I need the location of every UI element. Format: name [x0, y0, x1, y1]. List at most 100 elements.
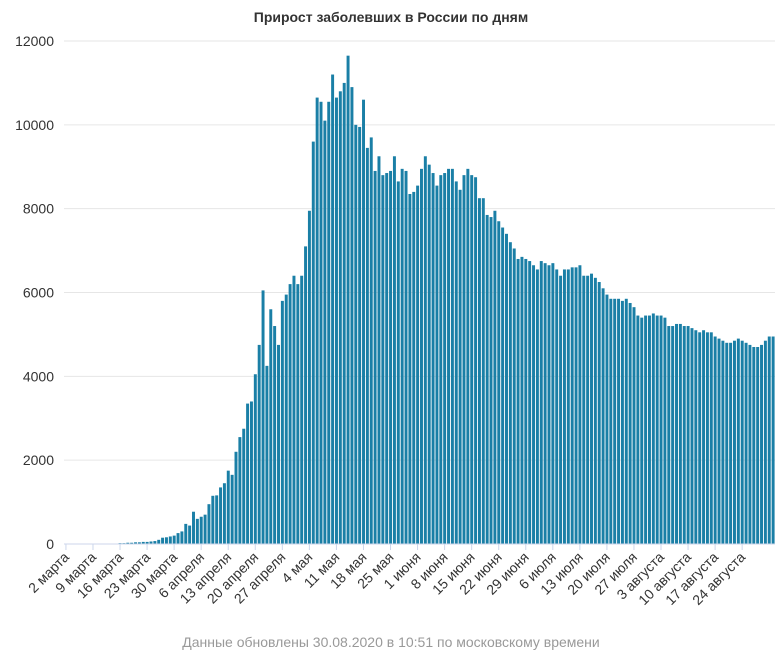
bar[interactable] [682, 326, 686, 544]
bar[interactable] [234, 451, 238, 544]
bar[interactable] [663, 317, 667, 544]
bar[interactable] [763, 340, 767, 544]
bar[interactable] [532, 265, 536, 544]
bar[interactable] [481, 198, 485, 544]
bar[interactable] [219, 487, 223, 544]
bar[interactable] [601, 288, 605, 544]
bar[interactable] [694, 330, 698, 544]
bar[interactable] [698, 332, 702, 544]
bar[interactable] [226, 470, 230, 544]
bar[interactable] [590, 273, 593, 544]
bar[interactable] [493, 210, 497, 544]
bar[interactable] [412, 191, 416, 544]
bar[interactable] [222, 483, 226, 544]
bar[interactable] [450, 168, 454, 544]
bar[interactable] [647, 315, 651, 544]
bar[interactable] [358, 126, 362, 545]
bar[interactable] [137, 542, 141, 544]
bar[interactable] [489, 217, 493, 545]
bar[interactable] [184, 523, 188, 544]
bar[interactable] [485, 214, 489, 544]
bar[interactable] [771, 336, 775, 544]
bar[interactable] [760, 344, 763, 544]
bar[interactable] [253, 374, 257, 544]
bar[interactable] [578, 265, 582, 544]
bar[interactable] [752, 346, 756, 544]
bar[interactable] [431, 173, 435, 545]
bar[interactable] [420, 168, 423, 544]
bar[interactable] [524, 258, 528, 544]
bar[interactable] [613, 298, 617, 544]
bar[interactable] [389, 170, 393, 544]
bar[interactable] [582, 275, 586, 544]
bar[interactable] [702, 330, 706, 544]
bar[interactable] [659, 315, 663, 544]
bar[interactable] [211, 495, 215, 544]
bar[interactable] [713, 336, 717, 544]
bar[interactable] [732, 340, 736, 544]
bar[interactable] [586, 275, 590, 544]
bar[interactable] [628, 302, 632, 544]
bar[interactable] [423, 156, 427, 544]
bar[interactable] [334, 97, 338, 544]
bar[interactable] [555, 269, 559, 544]
bar[interactable] [153, 541, 157, 544]
bar[interactable] [617, 298, 621, 544]
bar[interactable] [280, 300, 284, 544]
bar[interactable] [130, 542, 134, 544]
bar[interactable] [203, 514, 207, 544]
bar[interactable] [686, 326, 690, 544]
bar[interactable] [377, 156, 381, 544]
bar[interactable] [729, 342, 733, 544]
bar[interactable] [497, 221, 501, 545]
bar[interactable] [126, 542, 130, 544]
bar[interactable] [620, 300, 624, 544]
bar[interactable] [207, 504, 211, 544]
bar[interactable] [439, 175, 443, 544]
bar[interactable] [435, 185, 439, 545]
bar[interactable] [636, 315, 640, 544]
bar[interactable] [447, 168, 451, 544]
bar[interactable] [369, 137, 373, 544]
bar[interactable] [296, 284, 300, 544]
bar[interactable] [690, 328, 694, 544]
bar[interactable] [547, 265, 551, 544]
bar[interactable] [238, 437, 242, 544]
bar[interactable] [277, 344, 280, 544]
bar[interactable] [736, 338, 740, 544]
bar[interactable] [640, 317, 644, 544]
bar[interactable] [508, 242, 512, 544]
bar[interactable] [164, 537, 168, 544]
bar[interactable] [443, 173, 447, 545]
bar[interactable] [574, 267, 578, 544]
bar[interactable] [756, 346, 760, 544]
bar[interactable] [404, 170, 408, 544]
bar[interactable] [145, 541, 149, 544]
bar[interactable] [261, 290, 265, 544]
bar[interactable] [562, 269, 566, 544]
bar[interactable] [249, 401, 253, 544]
bar[interactable] [172, 535, 176, 544]
bar[interactable] [180, 531, 184, 544]
bar[interactable] [342, 82, 346, 545]
bar[interactable] [609, 298, 613, 544]
bar[interactable] [466, 168, 470, 544]
bar[interactable] [678, 323, 682, 544]
bar[interactable] [157, 539, 161, 544]
bar[interactable] [767, 336, 771, 544]
bar[interactable] [134, 542, 138, 544]
bar[interactable] [265, 365, 269, 544]
bar[interactable] [520, 256, 524, 544]
bar[interactable] [354, 124, 358, 544]
bar[interactable] [300, 275, 304, 544]
bar[interactable] [176, 533, 180, 544]
bar[interactable] [284, 294, 288, 544]
bar[interactable] [273, 326, 277, 544]
bar[interactable] [408, 194, 412, 544]
bar[interactable] [559, 275, 563, 544]
bar[interactable] [512, 248, 516, 545]
bar[interactable] [705, 332, 709, 544]
bar[interactable] [651, 313, 655, 544]
bar[interactable] [304, 246, 308, 544]
bar[interactable] [400, 168, 404, 544]
